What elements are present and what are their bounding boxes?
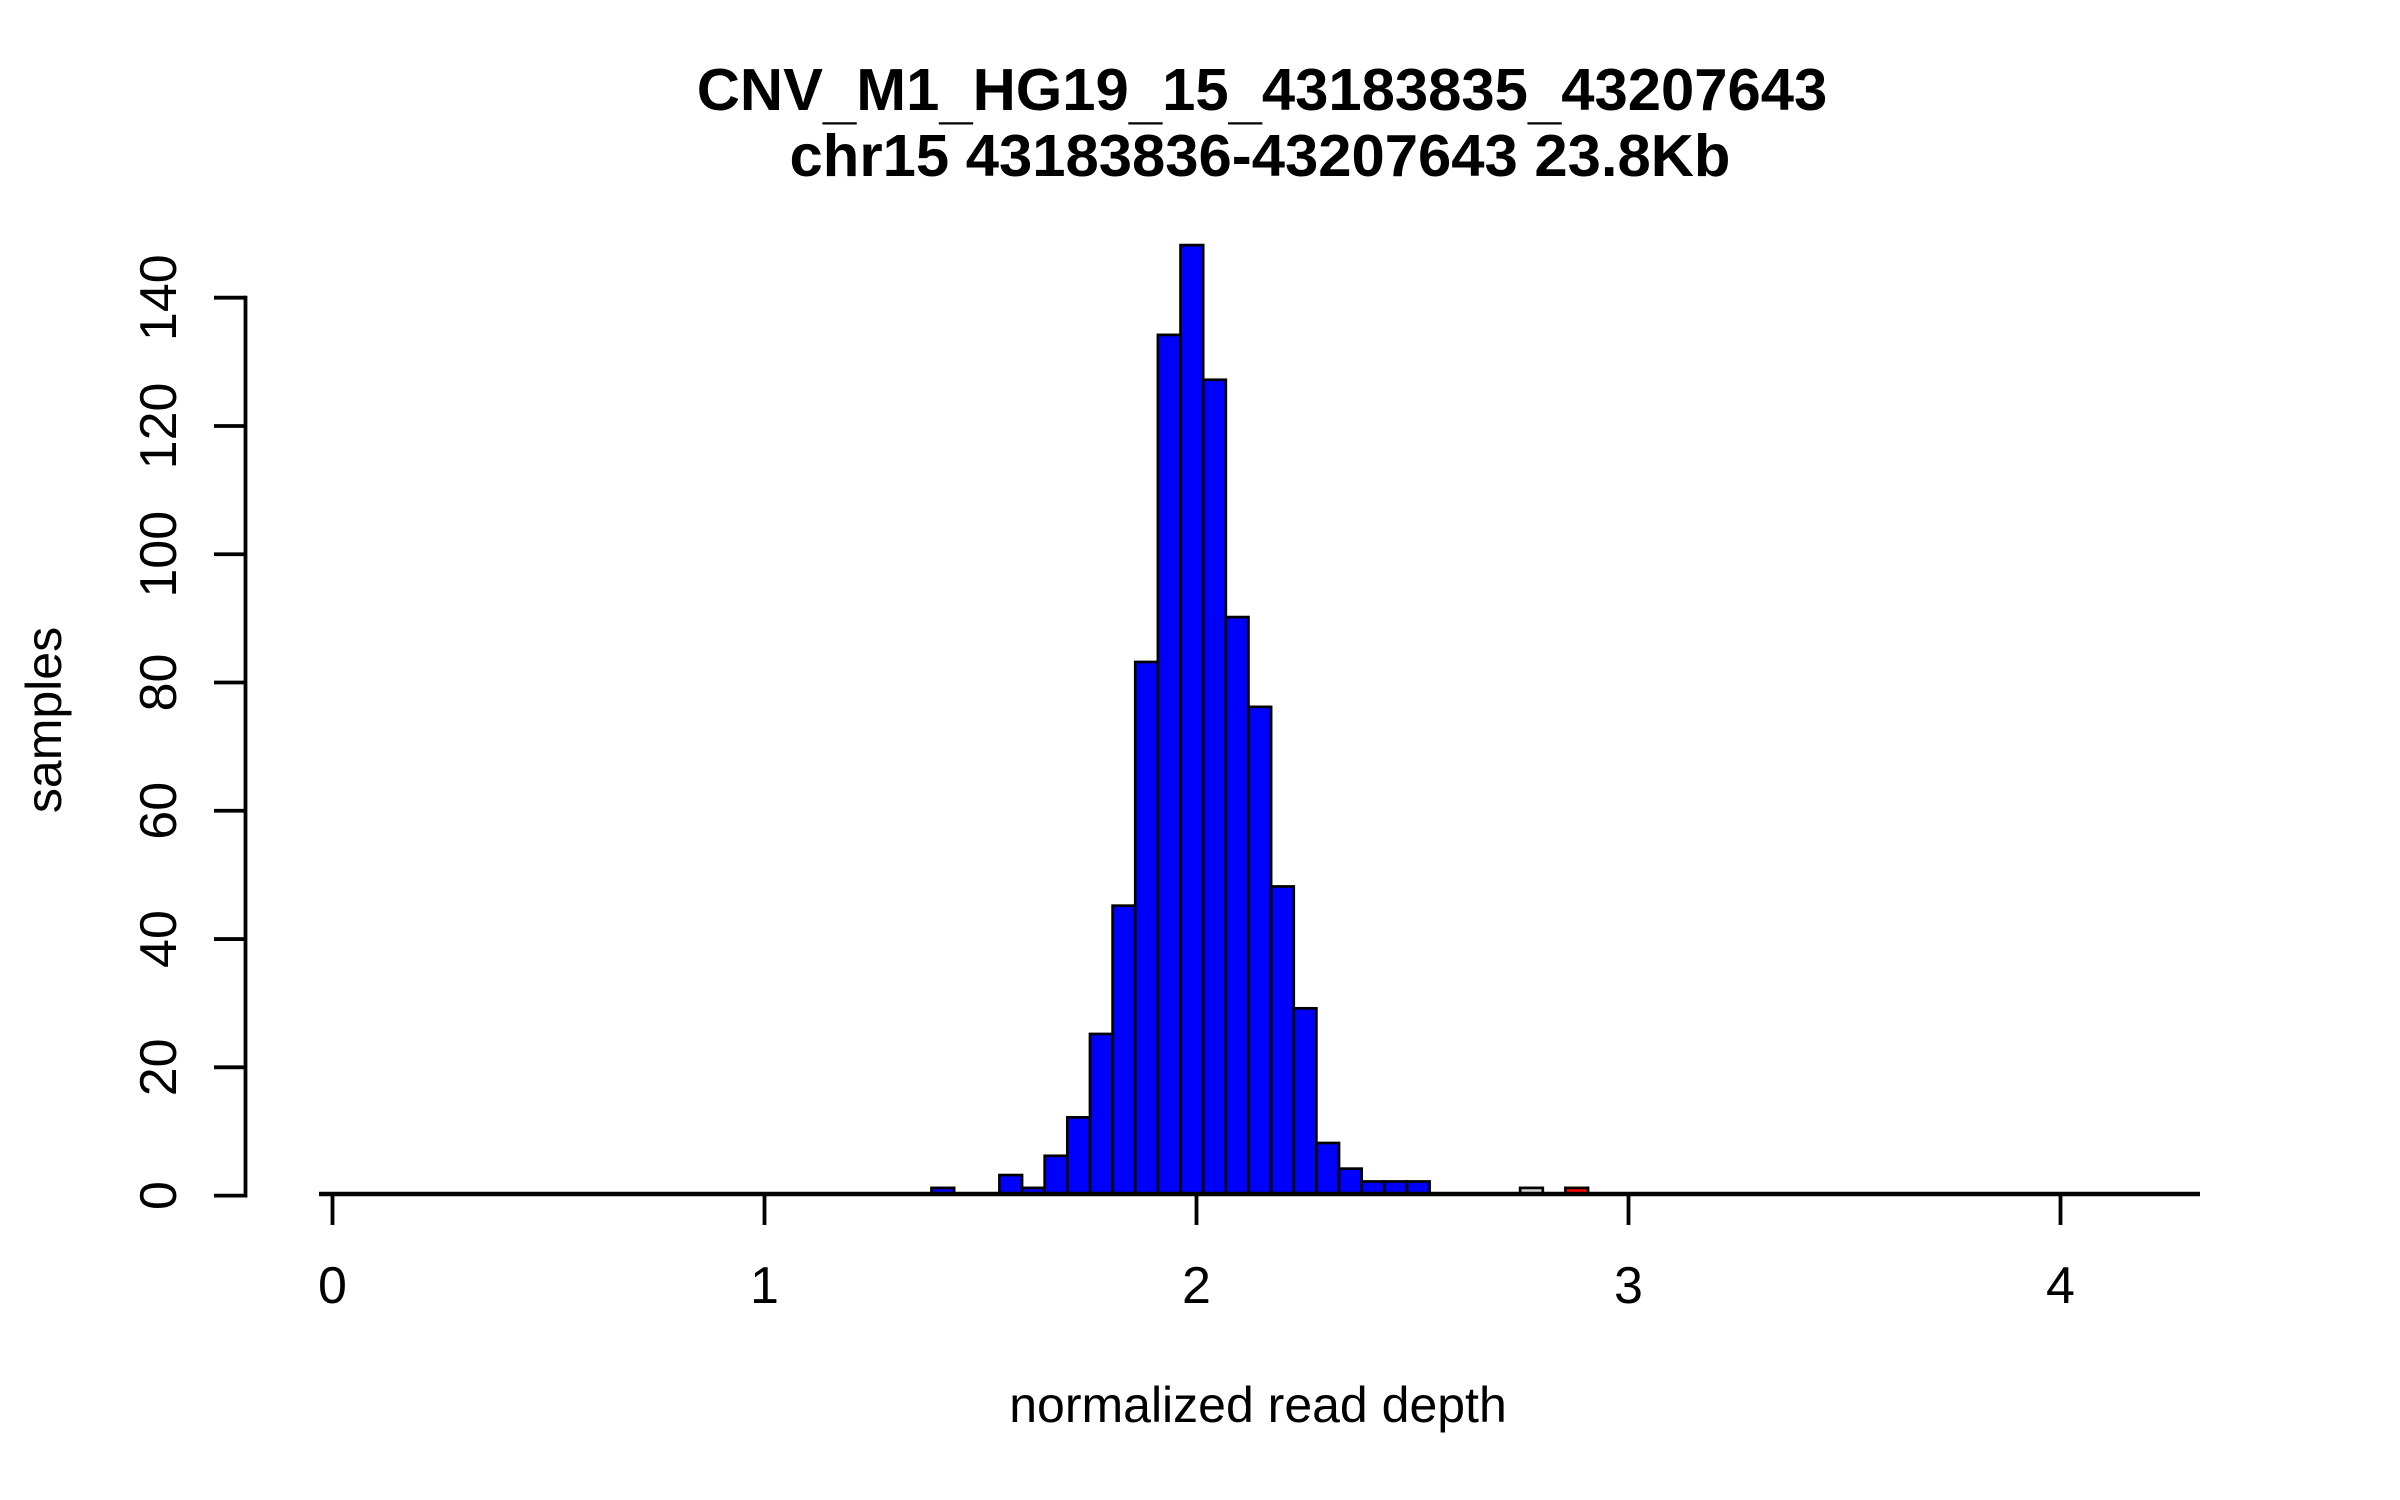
svg-text:normalized read depth: normalized read depth	[1009, 1377, 1507, 1433]
svg-text:60: 60	[130, 782, 188, 840]
svg-text:0: 0	[130, 1181, 188, 1210]
svg-text:chr15 43183836-43207643 23.8Kb: chr15 43183836-43207643 23.8Kb	[790, 122, 1731, 189]
svg-text:100: 100	[130, 511, 188, 598]
svg-text:3: 3	[1614, 1257, 1643, 1315]
svg-text:80: 80	[130, 654, 188, 712]
svg-text:20: 20	[130, 1038, 188, 1096]
svg-text:120: 120	[130, 383, 188, 470]
svg-text:1: 1	[750, 1257, 779, 1315]
svg-text:2: 2	[1182, 1257, 1211, 1315]
svg-text:samples: samples	[16, 627, 72, 813]
svg-text:4: 4	[2046, 1257, 2075, 1315]
svg-text:40: 40	[130, 910, 188, 968]
svg-text:0: 0	[318, 1257, 347, 1315]
svg-text:CNV_M1_HG19_15_43183835_432076: CNV_M1_HG19_15_43183835_43207643	[697, 56, 1828, 130]
svg-text:140: 140	[130, 254, 188, 341]
